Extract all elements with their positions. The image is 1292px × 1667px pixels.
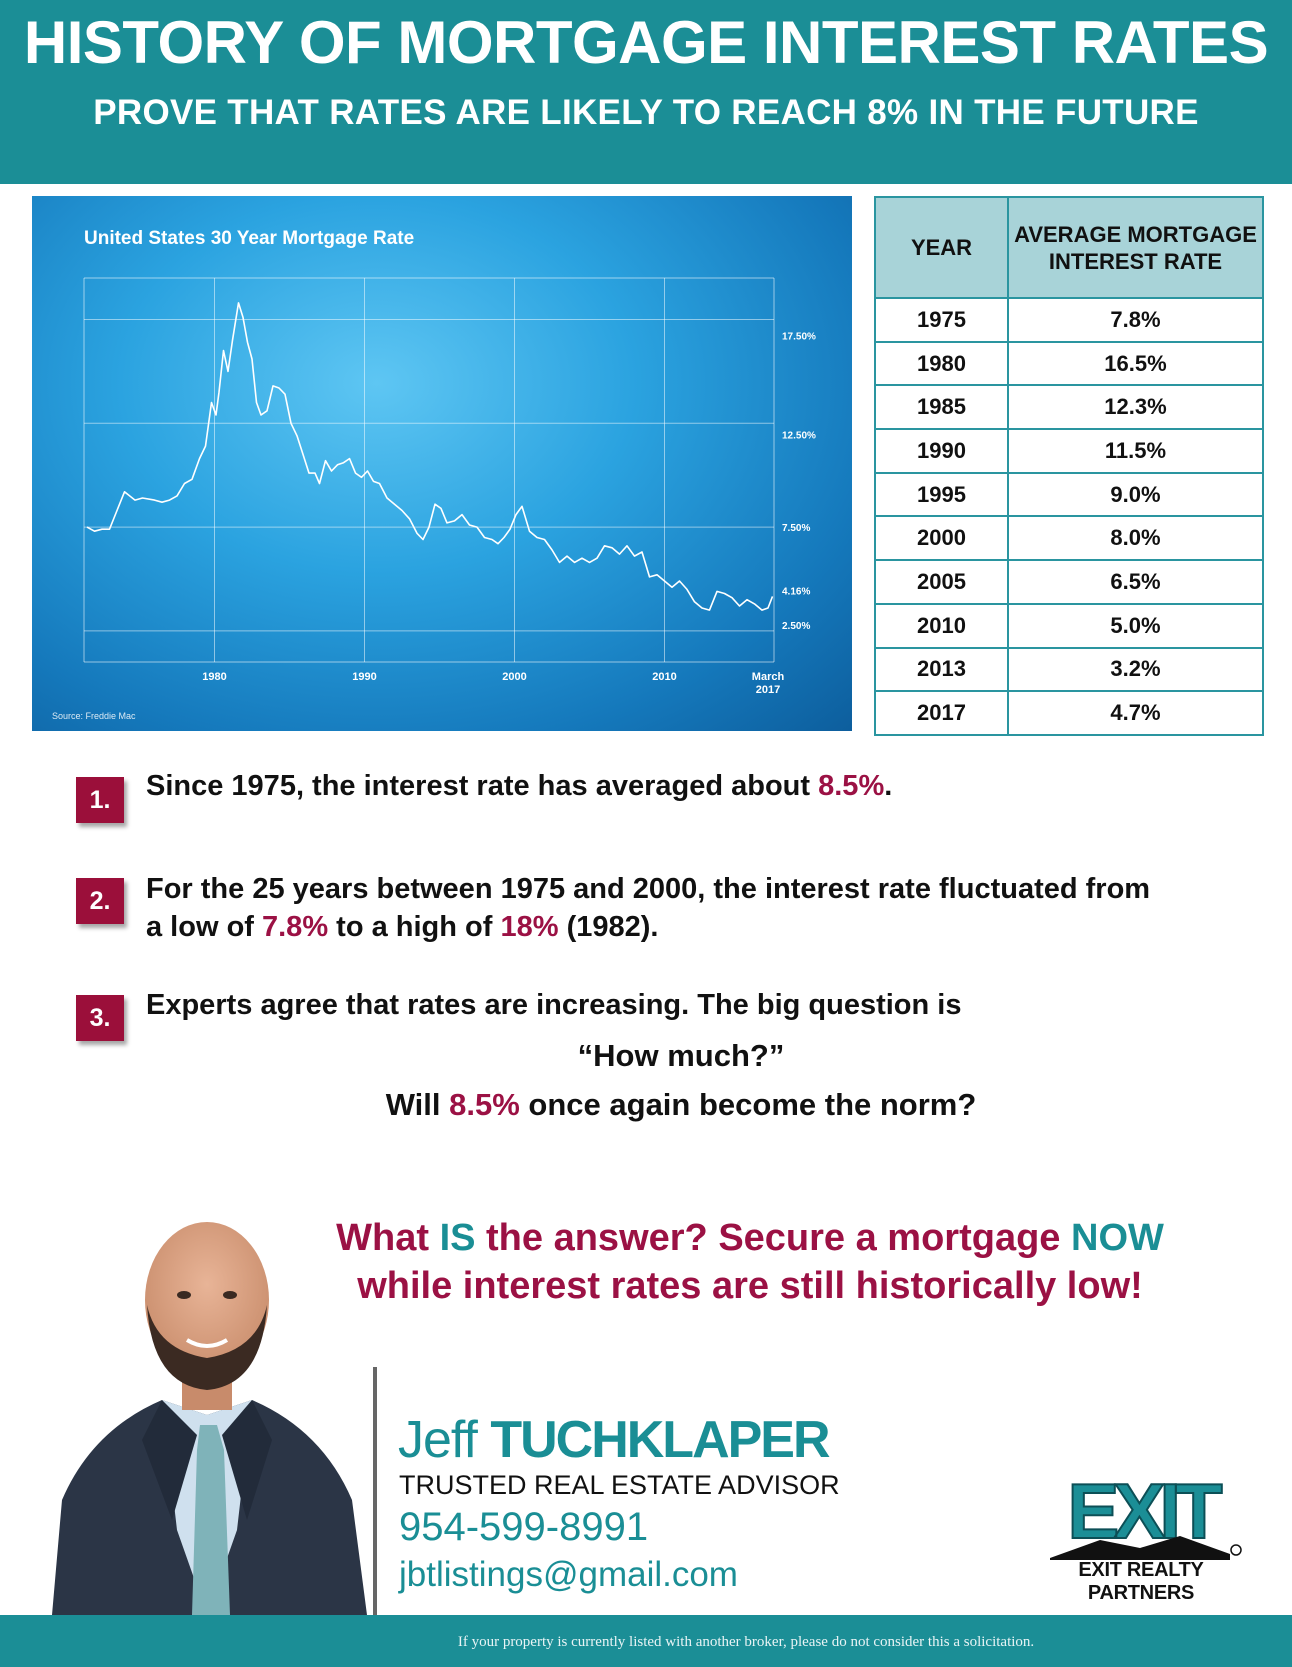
table-row: 1980 16.5% [874, 340, 1264, 387]
table-cell-year: 1990 [874, 428, 1009, 474]
table-row: 1985 12.3% [874, 384, 1264, 431]
agent-photo [52, 1222, 367, 1615]
point-3-post: once again become the norm? [519, 1087, 977, 1122]
page-subtitle: PROVE THAT RATES ARE LIKELY TO REACH 8% … [93, 93, 1199, 132]
cta-line-2: while interest rates are still historica… [357, 1265, 1143, 1307]
table-cell-year: 2010 [874, 602, 1009, 649]
page-title: HISTORY OF MORTGAGE INTEREST RATES [23, 9, 1269, 76]
logo-mark: EXIT [1067, 1468, 1222, 1555]
table-cell-year: 2005 [874, 559, 1009, 605]
table-cell-rate: 4.7% [1007, 690, 1264, 736]
table-header-rate: AVERAGE MORTGAGE INTEREST RATE [1007, 196, 1264, 299]
table-cell-year: 1985 [874, 384, 1009, 431]
point-2-badge: 2. [76, 878, 124, 924]
point-1-badge: 1. [76, 777, 124, 823]
agent-last-name: TUCHKLAPER [490, 1411, 830, 1469]
table-cell-year: 1995 [874, 471, 1009, 518]
table-cell-year: 2017 [874, 690, 1009, 736]
cta-emphasis-now: NOW [1071, 1217, 1164, 1259]
y-axis-label: 12.50% [782, 430, 816, 441]
table-row: 2013 3.2% [874, 646, 1264, 693]
point-2-line-2: a low of 7.8% to a high of 18% (1982). [146, 908, 1226, 946]
table-cell-year: 1975 [874, 297, 1009, 343]
x-tick-label: 1990 [352, 671, 376, 683]
agent-role: TRUSTED REAL ESTATE ADVISOR [399, 1470, 840, 1500]
cta-line-1: What IS the answer? Secure a mortgage NO… [300, 1214, 1200, 1262]
y-axis-label: 7.50% [782, 523, 810, 534]
point-2-mid: to a high of [328, 911, 501, 943]
point-1-highlight: 8.5% [818, 770, 885, 802]
agent-divider [373, 1367, 377, 1615]
y-axis-label: 17.50% [782, 332, 816, 343]
x-end-label: 2017 [756, 684, 780, 696]
point-2-low: 7.8% [262, 911, 329, 943]
cta-emphasis-is: IS [439, 1217, 476, 1259]
rates-table: YEAR AVERAGE MORTGAGE INTEREST RATE 1975… [874, 196, 1264, 736]
footer-band [0, 1615, 1292, 1667]
x-tick-label: 2000 [502, 671, 526, 683]
agent-first-name: Jeff [398, 1411, 478, 1469]
table-cell-year: 1980 [874, 340, 1009, 387]
point-1-post: . [884, 770, 893, 802]
table-cell-rate: 16.5% [1007, 340, 1264, 387]
chart-title: United States 30 Year Mortgage Rate [84, 228, 414, 249]
point-3-highlight: 8.5% [449, 1087, 520, 1122]
table-cell-rate: 7.8% [1007, 297, 1264, 343]
exit-realty-logo: EXIT [1050, 1468, 1242, 1560]
point-2-high: 18% [500, 911, 559, 943]
table-cell-rate: 8.0% [1007, 515, 1264, 562]
rate-series-line [86, 302, 774, 611]
point-3-quote: “How much?” [577, 1038, 785, 1073]
point-1-text: Since 1975, the interest rate has averag… [146, 767, 1226, 805]
table-cell-rate: 5.0% [1007, 602, 1264, 649]
cta-part-a: What [336, 1217, 440, 1259]
y-axis-label: 2.50% [782, 621, 810, 632]
y-axis-label: 4.16% [782, 586, 810, 597]
table-cell-rate: 3.2% [1007, 646, 1264, 693]
header-banner: HISTORY OF MORTGAGE INTEREST RATES PROVE… [0, 0, 1292, 184]
table-row: 1995 9.0% [874, 471, 1264, 518]
table-cell-rate: 6.5% [1007, 559, 1264, 605]
table-row: 1975 7.8% [874, 297, 1264, 343]
x-end-label: March [752, 671, 785, 683]
chart-source: Source: Freddie Mac [52, 711, 136, 721]
point-2-pre: a low of [146, 911, 262, 943]
agent-email[interactable]: jbtlistings@gmail.com [399, 1555, 738, 1594]
table-cell-rate: 12.3% [1007, 384, 1264, 431]
x-tick-label: 1980 [202, 671, 226, 683]
table-cell-rate: 9.0% [1007, 471, 1264, 518]
table-header-year: YEAR [874, 196, 1009, 299]
point-3-pre: Will [385, 1087, 450, 1122]
point-3-question: Will 8.5% once again become the norm? [0, 1087, 1292, 1123]
table-row: 2000 8.0% [874, 515, 1264, 562]
table-cell-year: 2013 [874, 646, 1009, 693]
point-3-text: Experts agree that rates are increasing.… [146, 989, 962, 1021]
agent-name: Jeff TUCHKLAPER [398, 1410, 831, 1470]
point-3-badge: 3. [76, 995, 124, 1041]
point-2-text: For the 25 years between 1975 and 2000, … [146, 870, 1226, 946]
table-row: 1990 11.5% [874, 428, 1264, 474]
agent-phone[interactable]: 954-599-8991 [399, 1505, 649, 1549]
table-cell-rate: 11.5% [1007, 428, 1264, 474]
table-row: 2005 6.5% [874, 559, 1264, 605]
point-2-post: (1982). [558, 911, 659, 943]
cta-part-c: the answer? Secure a mortgage [475, 1217, 1071, 1259]
table-cell-year: 2000 [874, 515, 1009, 562]
logo-caption: EXIT REALTY PARTNERS [1078, 1559, 1204, 1604]
footer-disclaimer: If your property is currently listed wit… [457, 1634, 1035, 1650]
x-tick-label: 2010 [652, 671, 676, 683]
table-row: 2017 4.7% [874, 690, 1264, 736]
table-row: 2010 5.0% [874, 602, 1264, 649]
point-2-line-1: For the 25 years between 1975 and 2000, … [146, 873, 1151, 905]
point-1-pre: Since 1975, the interest rate has averag… [146, 770, 819, 802]
chart-svg: United States 30 Year Mortgage Rate 1980 1… [52, 228, 816, 721]
mortgage-rate-chart: United States 30 Year Mortgage Rate 1980 1… [32, 196, 852, 731]
